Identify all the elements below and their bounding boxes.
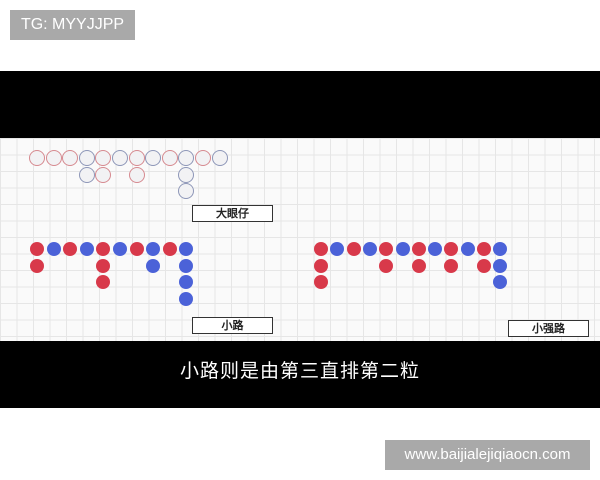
watermark-url: www.baijialejiqiaocn.com — [385, 440, 590, 470]
cockroach-road-bead-red — [444, 242, 459, 256]
big-eye-bead-red — [128, 150, 145, 166]
cockroach-road-bead-red — [314, 275, 328, 290]
small-road-bead-red — [129, 242, 144, 256]
big-eye-bead-red — [62, 150, 79, 166]
small-road-bead-blue — [46, 242, 61, 256]
big-eye-road-label: 大眼仔 — [192, 205, 273, 222]
cockroach-road-bead-red — [379, 242, 394, 256]
cockroach-road-bead-blue — [493, 242, 508, 256]
big-eye-bead-red — [128, 166, 145, 183]
big-eye-bead-red — [29, 150, 45, 166]
small-road-bead-blue — [179, 258, 194, 273]
cockroach-road-bead-blue — [460, 242, 475, 256]
big-eye-bead-blue — [211, 150, 228, 166]
watermark-tg: TG: MYYJJPP — [10, 10, 135, 40]
small-road-bead-red — [63, 242, 78, 256]
big-eye-bead-blue — [178, 166, 195, 183]
cockroach-road-bead-red — [379, 258, 394, 273]
big-eye-bead-red — [161, 150, 178, 166]
cockroach-road-bead-red — [411, 258, 426, 273]
small-road-bead-red — [30, 258, 44, 273]
small-road-bead-red — [96, 258, 111, 273]
cockroach-road-bead-blue — [362, 242, 377, 256]
road-board: 大眼仔 小路 小强路 — [0, 138, 600, 341]
subtitle: 小路则是由第三直排第二粒 — [179, 360, 420, 382]
small-road-bead-blue — [113, 242, 127, 256]
cockroach-road-bead-blue — [493, 258, 508, 273]
small-road-bead-red — [162, 242, 177, 256]
cockroach-road-bead-blue — [493, 275, 508, 290]
cockroach-road-bead-blue — [428, 242, 443, 256]
small-road-bead-red — [30, 242, 44, 256]
small-road-bead-blue — [146, 258, 161, 273]
big-eye-bead-blue — [112, 150, 128, 166]
cockroach-road-bead-blue — [395, 242, 410, 256]
small-road-bead-blue — [146, 242, 161, 256]
cockroach-road-label: 小强路 — [508, 320, 589, 337]
small-road-bead-blue — [79, 242, 94, 256]
small-road-bead-blue — [179, 275, 194, 290]
cockroach-road-bead-red — [346, 242, 361, 256]
cockroach-road-bead-red — [411, 242, 426, 256]
small-road-bead-blue — [179, 291, 194, 306]
small-road-bead-red — [96, 242, 111, 256]
cockroach-road-bead-red — [477, 242, 491, 256]
big-eye-bead-blue — [178, 150, 195, 166]
small-road-label: 小路 — [192, 317, 273, 334]
big-eye-bead-red — [95, 150, 112, 166]
big-eye-bead-blue — [178, 183, 195, 200]
big-eye-bead-red — [45, 150, 62, 166]
cockroach-road-bead-red — [477, 258, 491, 273]
big-eye-bead-red — [195, 150, 211, 166]
cockroach-road-bead-blue — [330, 242, 345, 256]
cockroach-road-bead-red — [444, 258, 459, 273]
small-road-bead-red — [96, 275, 111, 290]
big-eye-bead-red — [95, 166, 112, 183]
big-eye-bead-blue — [145, 150, 162, 166]
big-eye-bead-blue — [78, 150, 95, 166]
small-road-bead-blue — [179, 242, 194, 256]
big-eye-bead-blue — [78, 166, 95, 183]
cockroach-road-bead-red — [314, 242, 328, 256]
cockroach-road-bead-red — [314, 258, 328, 273]
